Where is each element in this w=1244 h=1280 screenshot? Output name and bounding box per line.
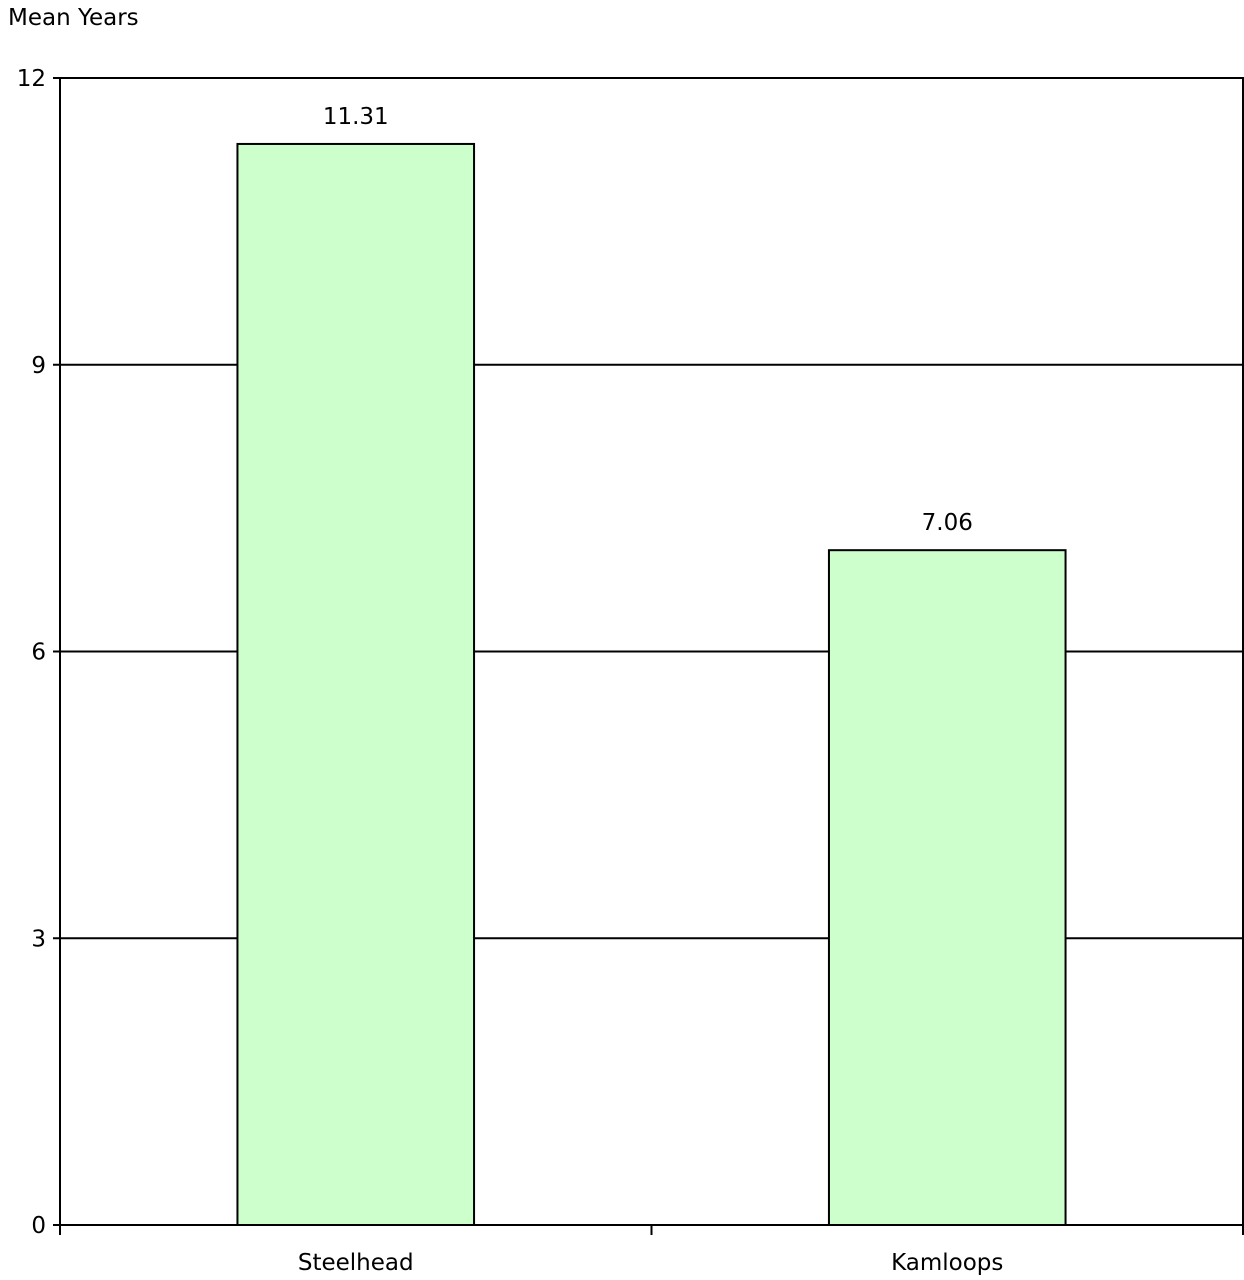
y-tick-label: 0 [31,1213,46,1239]
data-label: 11.31 [323,104,389,130]
bars [236,142,1067,1226]
labels: 0 3 6 9 12 11.31 Steelhead 7.06 Kamloops [17,66,1004,1276]
y-tick-label: 6 [31,640,46,666]
x-tick-label: Kamloops [891,1250,1003,1276]
y-tick-label: 12 [17,66,46,92]
axes [53,77,1244,1235]
plot-frame [59,77,1244,1226]
x-tick-label: Steelhead [298,1250,414,1276]
bar-kamloops [827,549,1067,1226]
y-tick-label: 3 [31,926,46,952]
y-tick-label: 9 [31,353,46,379]
data-label: 7.06 [922,510,973,536]
y-axis-label: Mean Years [8,5,139,31]
bar-steelhead [236,142,476,1226]
